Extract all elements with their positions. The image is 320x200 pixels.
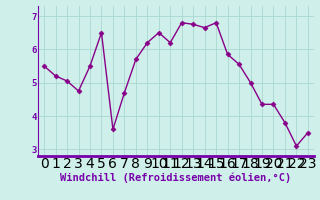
X-axis label: Windchill (Refroidissement éolien,°C): Windchill (Refroidissement éolien,°C) [60, 173, 292, 183]
